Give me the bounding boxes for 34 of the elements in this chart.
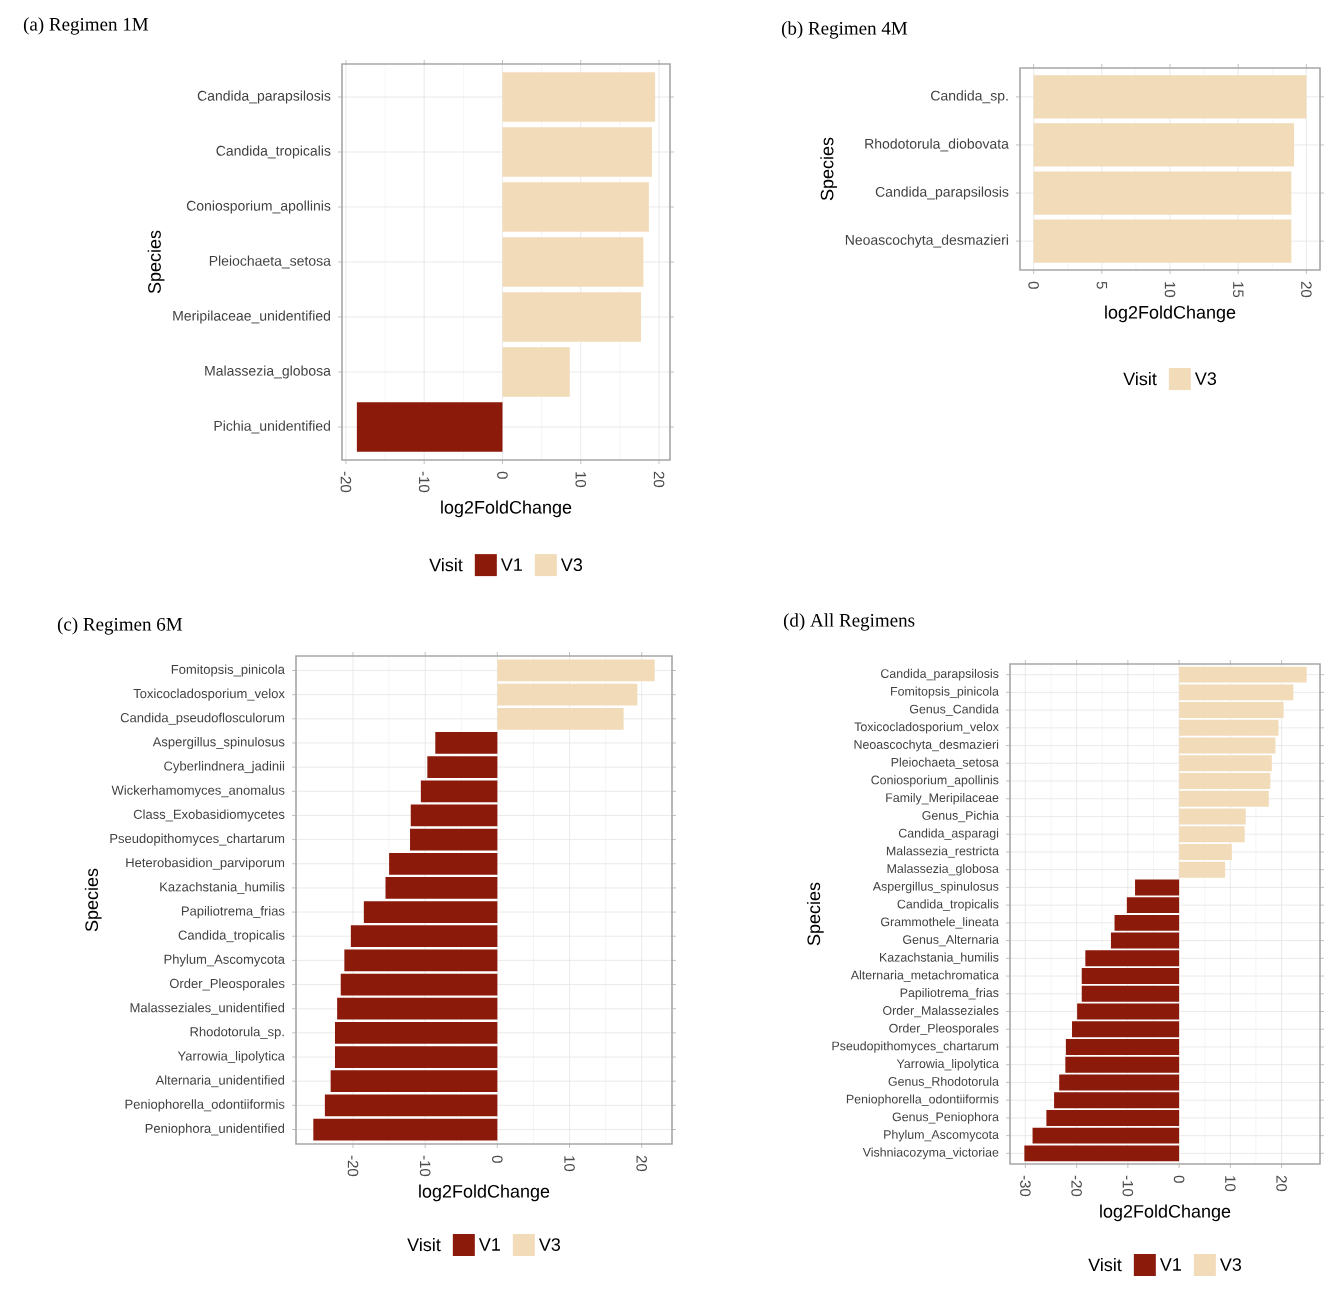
bar <box>1033 219 1292 263</box>
bar <box>502 347 570 397</box>
x-axis-title: log2FoldChange <box>1105 305 1236 323</box>
y-axis-title: Species <box>147 230 165 294</box>
x-axis-title: log2FoldChange <box>441 500 572 518</box>
legend-label: V3 <box>560 558 583 572</box>
text: (a) Regimen 1M <box>23 17 149 35</box>
legend-label: V3 <box>1219 1258 1242 1271</box>
bar <box>502 237 644 287</box>
bar <box>1033 123 1295 167</box>
legend-title: Visit <box>1088 1257 1122 1272</box>
legend-label: V1 <box>478 1238 500 1251</box>
bar <box>502 72 656 122</box>
legend-label: V1 <box>1159 1258 1181 1271</box>
bar <box>1033 171 1292 215</box>
text: (c) Regimen 6M <box>57 617 183 635</box>
bar <box>1033 75 1307 119</box>
legend-title: Visit <box>429 558 463 572</box>
text: (d) All Regimens <box>783 613 915 631</box>
x-axis-title: log2FoldChange <box>419 1184 550 1202</box>
bar <box>502 127 652 177</box>
bar <box>502 182 649 232</box>
y-axis-title: Species <box>806 882 824 946</box>
bar <box>356 402 503 452</box>
y-axis-title: Species <box>84 868 102 932</box>
y-axis-title: Species <box>820 137 838 201</box>
legend-label: V3 <box>538 1238 561 1251</box>
text: (b) Regimen 4M <box>781 21 908 39</box>
x-axis-title: log2FoldChange <box>1100 1204 1231 1222</box>
bar <box>502 292 642 342</box>
legend-title: Visit <box>407 1237 441 1252</box>
legend-label: V1 <box>500 558 522 571</box>
legend-label: V3 <box>1194 372 1217 386</box>
legend-title: Visit <box>1123 372 1157 386</box>
